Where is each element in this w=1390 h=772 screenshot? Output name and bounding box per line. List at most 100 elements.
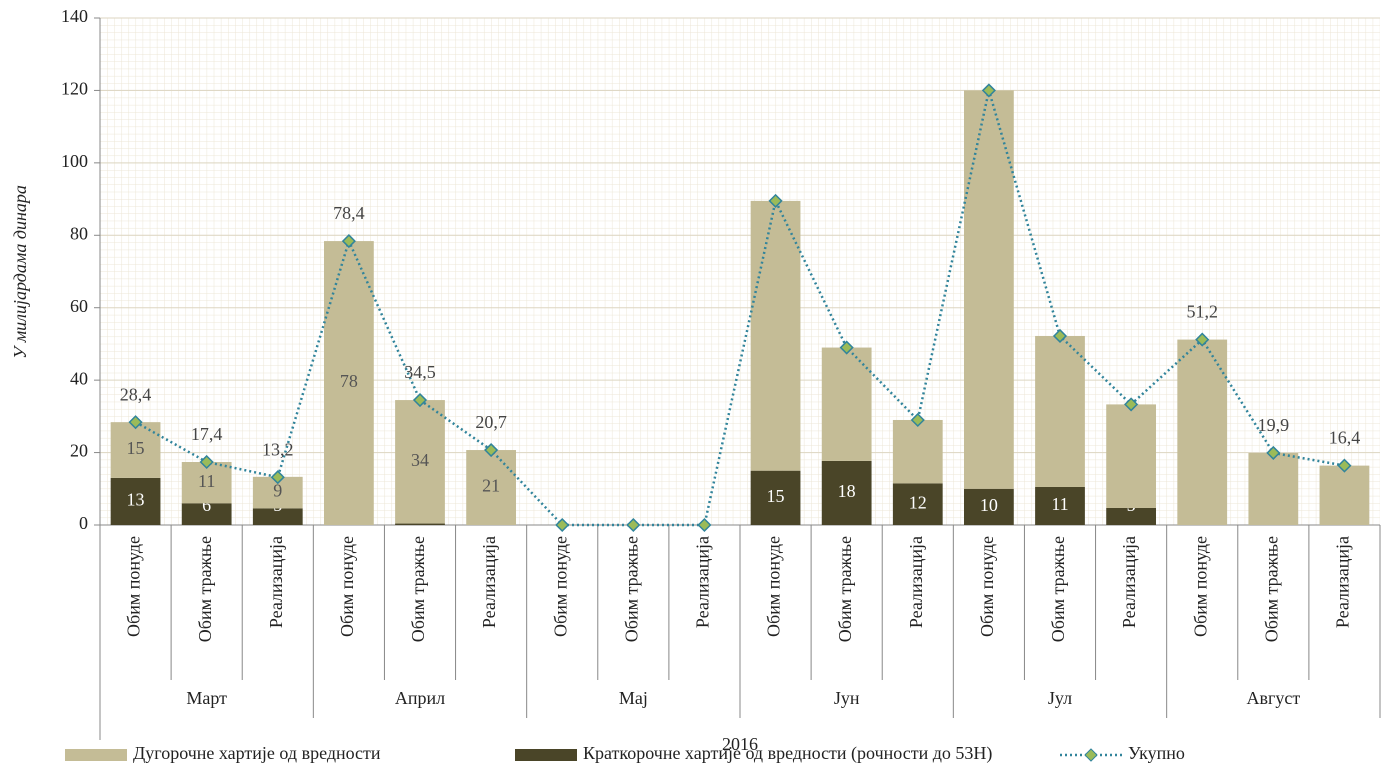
x-tick-label: Обим тражње	[621, 536, 641, 642]
total-label: 20,7	[475, 412, 507, 432]
group-label: Април	[395, 688, 445, 708]
total-marker	[839, 340, 854, 355]
bar-segment	[750, 200, 801, 471]
data-label: 15	[767, 486, 785, 506]
bar-segment	[395, 400, 445, 524]
total-label: 78,4	[333, 203, 365, 223]
total-marker	[981, 83, 996, 98]
group-label: Мај	[619, 688, 648, 708]
x-tick-label: Реализација	[1333, 536, 1353, 628]
y-tick-label: 140	[61, 6, 88, 26]
data-label: 9	[273, 481, 282, 501]
bar-segment	[750, 470, 801, 525]
x-tick-label: Обим понуде	[124, 536, 144, 637]
x-tick-label: Реализација	[1119, 536, 1139, 628]
legend-swatch	[515, 749, 577, 761]
y-tick-label: 60	[70, 296, 88, 316]
legend-label: Краткорочне хартије од вредности (рочнос…	[583, 743, 992, 764]
y-tick-label: 0	[79, 513, 88, 533]
bar-segment	[1035, 335, 1085, 487]
total-marker	[1266, 445, 1281, 460]
total-label: 17,4	[191, 424, 223, 444]
bar-segment	[252, 508, 303, 525]
x-tick-label: Реализација	[906, 536, 926, 628]
x-tick-label: Обим понуде	[1190, 536, 1210, 637]
bar-segment	[964, 488, 1014, 525]
total-marker	[484, 442, 499, 458]
total-marker	[1052, 328, 1068, 344]
total-label: 19,9	[1258, 415, 1290, 435]
y-axis-label: У милијардама динара	[10, 185, 30, 359]
bar-segment	[466, 450, 516, 525]
legend-swatch	[65, 749, 127, 761]
x-tick-label: Обим тражње	[195, 536, 215, 642]
data-label: 15	[127, 438, 145, 458]
legend-label: Укупно	[1128, 743, 1185, 763]
x-tick-label: Обим понуде	[337, 536, 357, 637]
x-tick-label: Обим тражње	[835, 536, 855, 642]
x-tick-label: Обим понуде	[764, 536, 784, 637]
data-label: 34	[411, 450, 429, 470]
y-tick-label: 80	[70, 223, 88, 243]
group-label: Јул	[1048, 688, 1072, 708]
bar-segment	[181, 503, 232, 525]
group-label: Март	[186, 688, 227, 708]
total-marker	[555, 517, 570, 533]
data-label: 11	[198, 471, 215, 491]
x-tick-label: Обим понуде	[550, 536, 570, 637]
total-label: 34,5	[404, 362, 436, 382]
group-axis-label: 2016	[722, 734, 758, 754]
data-label: 12	[909, 492, 927, 512]
total-marker	[768, 193, 783, 208]
total-marker	[1337, 458, 1352, 473]
total-marker	[1195, 332, 1210, 347]
x-tick-label: Обим понуде	[977, 536, 997, 637]
x-tick-label: Обим тражње	[1048, 536, 1068, 642]
bar-segment	[964, 90, 1014, 489]
bar-segment	[1177, 339, 1228, 525]
bar-segment	[324, 241, 374, 525]
bar-segment	[821, 347, 872, 461]
y-tick-label: 20	[70, 441, 88, 461]
data-label: 78	[340, 371, 358, 391]
total-marker	[697, 517, 712, 533]
plot-grid	[100, 18, 1380, 525]
bar-segment	[110, 477, 161, 525]
group-label: Јун	[834, 688, 860, 708]
bar-segment	[1035, 486, 1085, 525]
total-marker	[1124, 397, 1139, 412]
total-marker	[341, 234, 356, 249]
legend-label: Дугорочне хартије од вредности	[133, 743, 381, 763]
total-label: 13,2	[262, 439, 294, 459]
total-marker	[626, 517, 641, 533]
bar-segment	[821, 460, 872, 525]
data-label: 10	[980, 495, 998, 515]
data-label: 11	[1051, 494, 1068, 514]
y-tick-label: 40	[70, 368, 88, 388]
total-marker	[128, 415, 143, 430]
bar-segment	[395, 523, 445, 525]
x-tick-label: Реализација	[479, 536, 499, 628]
total-marker	[910, 412, 925, 428]
y-tick-label: 100	[61, 151, 88, 171]
data-label: 18	[838, 481, 856, 501]
x-tick-label: Обим тражње	[1261, 536, 1281, 642]
legend-marker	[1084, 748, 1098, 762]
bar-segment	[1319, 465, 1370, 525]
group-label: Август	[1246, 688, 1300, 708]
x-tick-label: Реализација	[266, 536, 286, 628]
bar-segment	[110, 422, 161, 478]
x-tick-label: Реализација	[693, 536, 713, 628]
total-marker	[199, 454, 214, 470]
data-label: 6	[202, 495, 211, 515]
bar-segment	[1106, 507, 1156, 525]
data-label: 21	[482, 476, 500, 496]
total-label: 28,4	[120, 384, 152, 404]
data-label: 13	[127, 490, 145, 510]
bar-segment	[1106, 404, 1156, 508]
total-label: 16,4	[1329, 428, 1361, 448]
bar-segment	[892, 483, 943, 525]
total-label: 51,2	[1186, 302, 1218, 322]
total-line	[134, 90, 1345, 527]
